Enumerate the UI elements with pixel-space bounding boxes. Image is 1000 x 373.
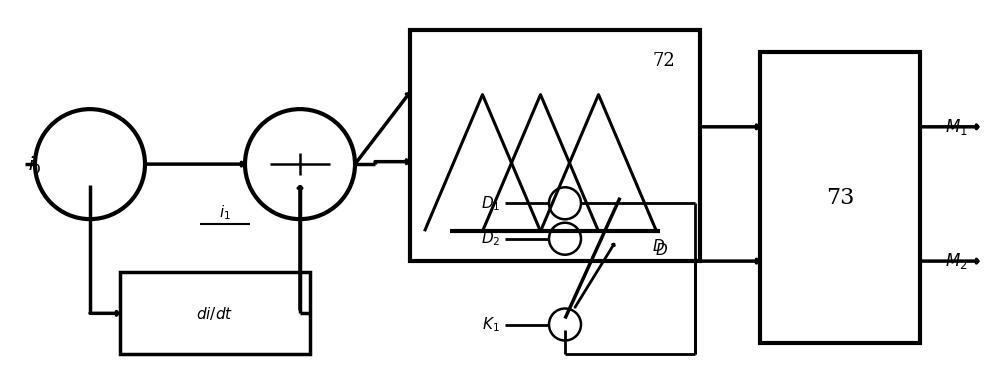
Text: $D_1$: $D_1$ [481,194,500,213]
FancyBboxPatch shape [410,30,700,261]
Text: $D$: $D$ [655,242,668,258]
Text: $D$: $D$ [652,238,665,254]
Text: $M_1$: $M_1$ [945,117,968,137]
FancyBboxPatch shape [120,272,310,354]
Text: $D_2$: $D_2$ [481,229,500,248]
Text: $i_1$: $i_1$ [219,203,231,222]
Text: $K_1$: $K_1$ [482,315,500,334]
Text: 73: 73 [826,187,854,209]
Text: 72: 72 [652,52,675,70]
Text: $M_2$: $M_2$ [945,251,968,271]
Text: $i_0$: $i_0$ [28,154,42,175]
Text: $i_0$: $i_0$ [28,154,42,175]
Text: $di/dt$: $di/dt$ [196,305,234,322]
FancyBboxPatch shape [760,52,920,343]
